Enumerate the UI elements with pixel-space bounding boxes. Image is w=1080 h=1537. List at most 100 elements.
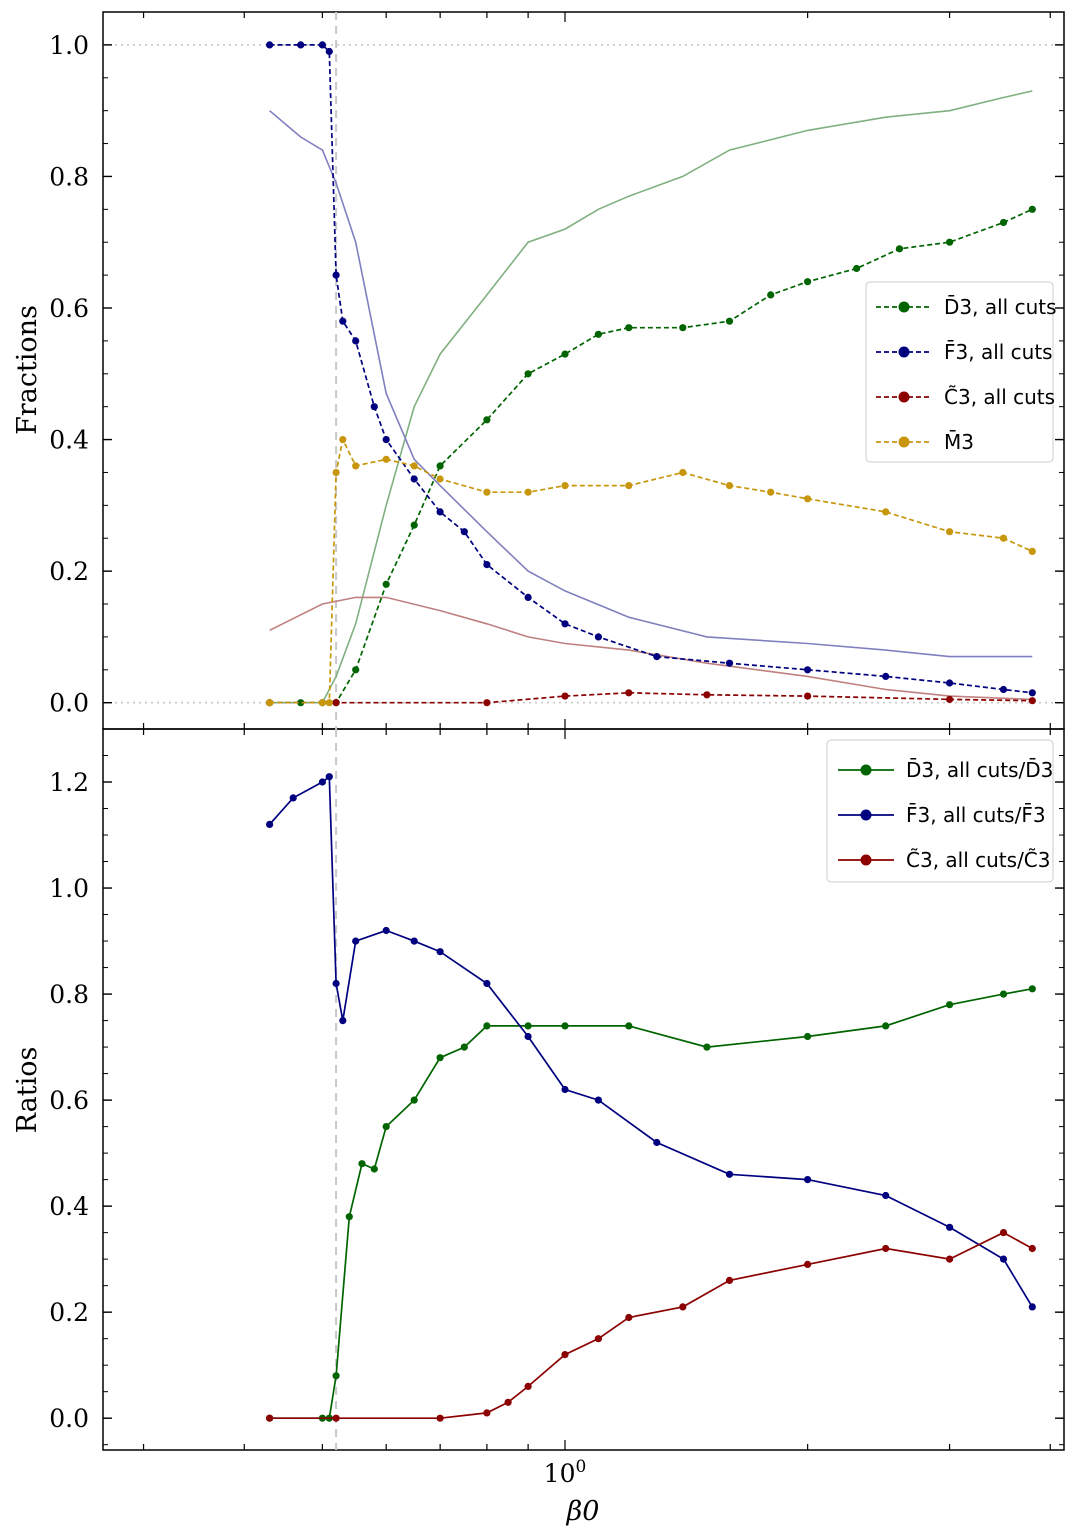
series-m-bar-3-point (725, 482, 734, 490)
series-f-bar-3-all-cuts-point (561, 620, 569, 628)
series-m-bar-3-point (561, 482, 569, 490)
series-m-bar-3-point (679, 468, 687, 477)
legend-marker-c-tilde-3-all-cuts (898, 391, 910, 403)
xtick-label-10-0: 100 (544, 1457, 587, 1488)
series-m-bar-3-point (1028, 547, 1036, 556)
series-f-bar-3-all-cuts-point (882, 672, 890, 681)
legend-label-c-tilde-3-all-cuts: C̃3, all cuts (944, 385, 1055, 409)
series-c-tilde-3-all-cuts-c-tilde-3-point (946, 1255, 954, 1263)
series-d-bar-3-all-cuts-d-bar-3-point (410, 1096, 418, 1104)
series-d-bar-3-all-cuts-d-bar-3-point (1028, 985, 1036, 993)
series-c-tilde-3-all-cuts-c-tilde-3-point (266, 1414, 274, 1422)
series-f-bar-3-all-cuts-f-bar-3-point (266, 820, 274, 829)
series-c-tilde-3-all-cuts-point (804, 692, 812, 700)
legend-marker-f-bar-3-all-cuts-f-bar-3 (860, 809, 872, 821)
series-d-bar-3-all-cuts-point (767, 291, 775, 299)
legend-marker-d-bar-3-all-cuts-d-bar-3 (860, 764, 872, 776)
legend-label-d-bar-3-all-cuts: D̄3, all cuts (944, 294, 1057, 319)
series-c-tilde-3-all-cuts-c-tilde-3-point (679, 1303, 687, 1311)
series-d-bar-3-all-cuts-point (1028, 205, 1036, 213)
series-m-bar-3-point (946, 528, 954, 536)
series-d-bar-3-all-cuts-d-bar-3-point (370, 1165, 378, 1173)
series-f-bar-3-all-cuts-f-bar-3-point (289, 794, 297, 802)
series-f-bar-3-all-cuts-f-bar-3-point (594, 1096, 603, 1104)
series-m-bar-3-point (882, 508, 890, 516)
series-d-bar-3-all-cuts-d-bar-3-point (358, 1160, 366, 1168)
series-c-tilde-3-all-cuts-c-tilde-3-point (436, 1414, 444, 1422)
series-f-bar-3-all-cuts-f-bar-3-point (382, 926, 390, 935)
bottom-axes-frame (102, 728, 1065, 1451)
series-f-bar-3-line (269, 110, 1033, 658)
series-d-bar-3-all-cuts-point (804, 278, 812, 286)
series-d-bar-3-all-cuts-point (352, 666, 360, 674)
series-d-bar-3-all-cuts-d-bar-3-point (345, 1213, 353, 1221)
series-f-bar-3-all-cuts-line (269, 44, 1033, 694)
series-f-bar-3-all-cuts-f-bar-3-point (483, 979, 491, 988)
series-f-bar-3-all-cuts-f-bar-3-point (1028, 1303, 1036, 1311)
series-d-bar-3-all-cuts-d-bar-3-point (524, 1022, 532, 1030)
series-c-tilde-3-all-cuts-point (561, 692, 569, 700)
series-f-bar-3-all-cuts-point (297, 41, 305, 49)
series-f-bar-3-all-cuts-f-bar-3-point (318, 778, 326, 786)
ticks-group: 0.0 0.2 0.4 0.6 0.8 1.0 0.0 0.2 0.4 0.6 0.8 1.0 1.2 (49, 12, 1064, 1450)
series-d-bar-3-all-cuts-point (946, 238, 954, 246)
series-f-bar-3-all-cuts-point (524, 593, 532, 602)
series-c-tilde-3-all-cuts-c-tilde-3-point (524, 1382, 532, 1390)
ytick-label: 0.6 (49, 294, 89, 323)
xlabel: β0 (566, 1496, 600, 1527)
series-c-tilde-3-all-cuts-c-tilde-3-point (594, 1335, 603, 1343)
series-d-bar-3-all-cuts-d-bar-3-line (269, 987, 1033, 1420)
series-m-bar-3-point (339, 436, 347, 444)
series-d-bar-3-all-cuts-d-bar-3-point (999, 990, 1008, 998)
legend-marker-f-bar-3-all-cuts (898, 346, 910, 358)
series-d-bar-3-all-cuts-d-bar-3-point (382, 1123, 390, 1131)
series-m-bar-3-point (332, 468, 340, 477)
series-f-bar-3-all-cuts-f-bar-3-point (725, 1170, 734, 1178)
series-d-bar-3-all-cuts-point (895, 245, 904, 253)
series-m-bar-3-point (436, 475, 444, 483)
legend-marker-m-bar-3 (898, 436, 910, 448)
xlabel-symbol: β0 (566, 1496, 600, 1527)
ytick-label: 0.8 (49, 162, 89, 191)
top-series-group (266, 41, 1036, 707)
series-f-bar-3-all-cuts-point (460, 528, 468, 536)
series-d-bar-3-all-cuts-point (561, 350, 569, 358)
series-d-bar-3-all-cuts-point (594, 330, 603, 338)
series-d-bar-3-all-cuts-d-bar-3-point (460, 1043, 468, 1051)
series-f-bar-3-all-cuts-point (999, 685, 1008, 694)
bottom-series-group (266, 773, 1036, 1422)
series-f-bar-3-all-cuts-f-bar-3-point (332, 979, 340, 988)
bottom-legend-box (826, 739, 1054, 883)
series-d-bar-3-all-cuts-point (524, 370, 532, 378)
series-f-bar-3-all-cuts-f-bar-3-point (882, 1191, 890, 1200)
series-d-bar-3-all-cuts-d-bar-3-point (804, 1032, 812, 1041)
series-c-tilde-3-all-cuts-c-tilde-3-point (561, 1351, 569, 1359)
series-d-bar-3-all-cuts-line (269, 208, 1033, 704)
series-f-bar-3-all-cuts-f-bar-3-point (653, 1138, 661, 1147)
series-m-bar-3-point (410, 462, 418, 470)
series-d-bar-3-all-cuts-point (725, 317, 734, 325)
series-f-bar-3-all-cuts-point (410, 475, 418, 483)
series-f-bar-3-all-cuts-point (653, 653, 661, 661)
series-f-bar-3-all-cuts-f-bar-3-point (524, 1032, 532, 1041)
series-f-bar-3-all-cuts-point (318, 41, 326, 49)
series-f-bar-3-all-cuts-point (1028, 689, 1036, 697)
series-c-tilde-3-all-cuts-point (703, 691, 711, 699)
series-d-bar-3-all-cuts-point (625, 324, 633, 332)
ytick-label: 0.2 (49, 1298, 89, 1327)
series-m-bar-3-line (269, 436, 1033, 704)
top-reference-lines (103, 12, 1064, 729)
legend-label-d-bar-3-all-cuts-d-bar-3: D̄3, all cuts/D̄3 (906, 757, 1053, 782)
legend-label-m-bar-3: M̄3 (944, 429, 974, 454)
series-f-bar-3-all-cuts-f-bar-3-point (999, 1255, 1008, 1263)
series-d-bar-3-line (269, 90, 1033, 704)
series-m-bar-3-point (804, 495, 812, 503)
series-d-bar-3-all-cuts-d-bar-3-point (625, 1022, 633, 1030)
series-f-bar-3-all-cuts-f-bar-3-point (339, 1017, 347, 1025)
series-d-bar-3-all-cuts-point (297, 699, 305, 707)
series-m-bar-3-point (625, 482, 633, 490)
ytick-label: 1.0 (49, 874, 89, 903)
ytick-label: 1.0 (49, 31, 89, 60)
series-d-bar-3-all-cuts-d-bar-3-point (561, 1022, 569, 1030)
